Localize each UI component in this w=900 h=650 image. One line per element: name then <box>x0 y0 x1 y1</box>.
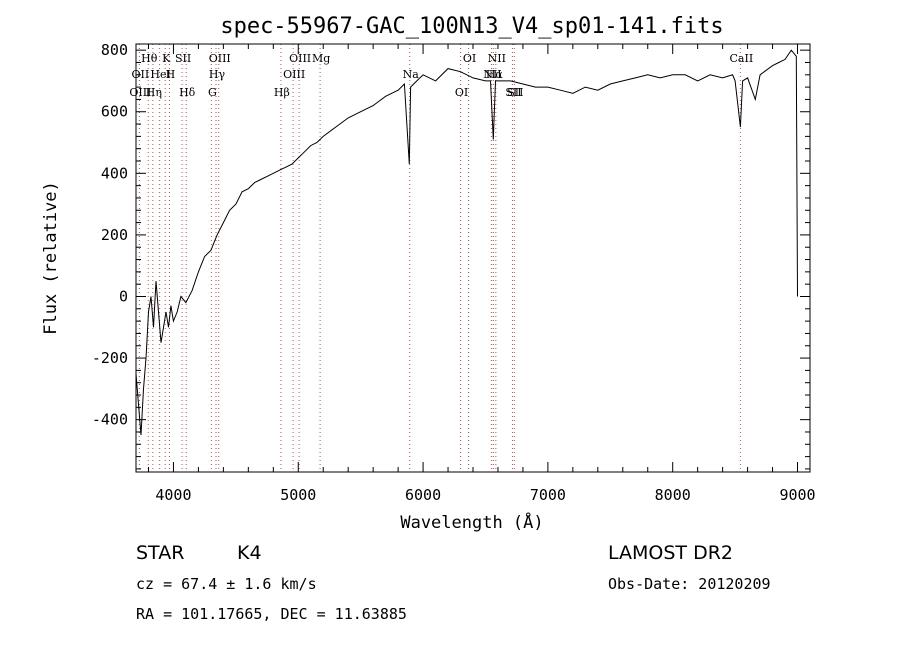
emission-line-label: OI <box>463 52 476 65</box>
y-tick-label: 0 <box>119 287 128 305</box>
emission-line-label: K <box>162 52 171 65</box>
spectrum-series-line <box>135 49 798 436</box>
emission-line-label: OIII <box>289 52 311 65</box>
x-tick-label: 9000 <box>779 486 815 504</box>
emission-line-label: OI <box>455 86 468 99</box>
x-axis-label: Wavelength (Å) <box>400 511 543 533</box>
emission-line-label: OIII <box>283 68 305 81</box>
observation-date: Obs-Date: 20120209 <box>608 575 771 593</box>
emission-line-label: SII <box>507 86 523 99</box>
emission-line-label: HeI <box>150 68 170 81</box>
x-tick-label: 7000 <box>530 486 566 504</box>
x-tick-label: 6000 <box>405 486 441 504</box>
redshift-cz: cz = 67.4 ± 1.6 km/s <box>136 575 317 593</box>
emission-line-label: CaII <box>730 52 754 65</box>
emission-line-label: Hθ <box>141 52 158 65</box>
emission-line-label: SII <box>505 86 521 99</box>
emission-line-label: Na <box>403 68 420 81</box>
object-class: STAR <box>136 542 184 564</box>
emission-line-label: Hδ <box>179 86 196 99</box>
x-axis-ticks: 4000 5000 6000 7000 8000 9000 <box>147 44 816 504</box>
emission-line-label: Hα <box>486 68 504 81</box>
y-tick-label: 800 <box>101 41 128 59</box>
emission-line-label: G <box>208 86 217 99</box>
emission-line-label: Mg <box>312 52 330 65</box>
x-tick-label: 4000 <box>155 486 191 504</box>
emission-line-label: NII <box>488 52 506 65</box>
emission-line-label: Hβ <box>274 86 290 99</box>
survey-name: LAMOST DR2 <box>608 542 733 564</box>
chart-title: spec-55967-GAC_100N13_V4_sp01-141.fits <box>220 14 723 39</box>
ra-dec: RA = 101.17665, DEC = 11.63885 <box>136 605 407 623</box>
x-tick-label: 5000 <box>280 486 316 504</box>
emission-line-label: SII <box>175 52 191 65</box>
y-tick-label: 200 <box>101 226 128 244</box>
emission-line-label: OIII <box>209 52 231 65</box>
emission-line-label: Hη <box>146 86 162 99</box>
emission-line-labels: HθOIIOIIIKHeIHηSIIHHδOIIIHγGOIIIOIIIHβMg… <box>129 52 753 99</box>
y-axis-ticks: -400 -200 0 200 400 600 800 <box>92 41 810 470</box>
emission-lines <box>138 44 741 472</box>
y-tick-label: -400 <box>92 411 128 429</box>
y-tick-label: -200 <box>92 349 128 367</box>
emission-line-label: H <box>166 68 176 81</box>
y-tick-label: 400 <box>101 164 128 182</box>
emission-line-label: Hγ <box>209 68 226 81</box>
y-axis-label: Flux (relative) <box>41 181 61 335</box>
y-tick-label: 600 <box>101 103 128 121</box>
emission-line-label: OIII <box>129 86 151 99</box>
object-subclass: K4 <box>237 542 262 564</box>
plot-frame <box>135 43 811 473</box>
x-tick-label: 8000 <box>655 486 691 504</box>
emission-line-label: NII <box>483 68 501 81</box>
